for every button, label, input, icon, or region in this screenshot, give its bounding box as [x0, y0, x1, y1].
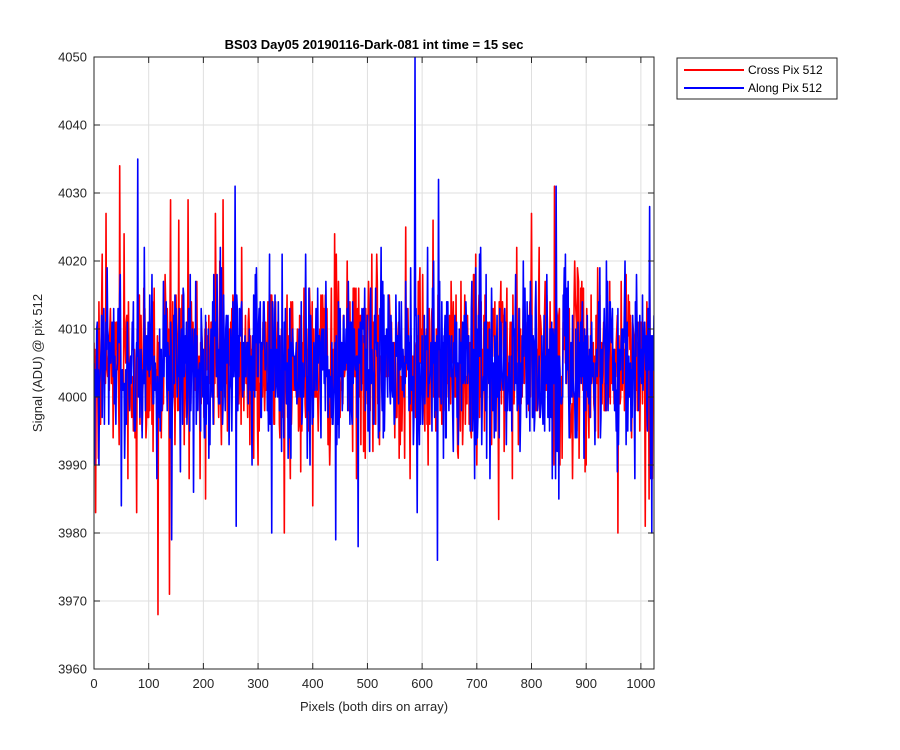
legend-box	[676, 57, 838, 100]
y-tick-label: 4040	[58, 118, 87, 133]
x-tick-label: 800	[521, 676, 543, 691]
x-axis-label: Pixels (both dirs on array)	[300, 699, 448, 714]
x-tick-label: 400	[302, 676, 324, 691]
y-tick-label: 3960	[58, 662, 87, 677]
legend: Cross Pix 512 Along Pix 512	[676, 57, 838, 100]
x-tick-label: 300	[247, 676, 269, 691]
y-tick-label: 4050	[58, 50, 87, 65]
series-line-along-pix-512	[94, 57, 654, 561]
x-tick-labels: 0 100 200 300 400 500 600 700 800 900 1000	[90, 676, 655, 691]
y-tick-label: 3970	[58, 594, 87, 609]
legend-label-along: Along Pix 512	[748, 81, 822, 95]
x-tick-label: 100	[138, 676, 160, 691]
x-tick-label: 1000	[626, 676, 655, 691]
chart-title: BS03 Day05 20190116-Dark-081 int time = …	[225, 37, 524, 52]
x-tick-label: 500	[357, 676, 379, 691]
x-tick-label: 700	[466, 676, 488, 691]
y-tick-label: 4020	[58, 254, 87, 269]
y-tick-label: 3990	[58, 458, 87, 473]
legend-label-cross: Cross Pix 512	[748, 63, 823, 77]
y-tick-label: 4000	[58, 390, 87, 405]
axes-box	[93, 56, 655, 670]
x-tick-label: 200	[193, 676, 215, 691]
y-tick-label: 4010	[58, 322, 87, 337]
plot-series-group	[94, 57, 654, 616]
y-tick-label: 3980	[58, 526, 87, 541]
x-tick-label: 0	[90, 676, 97, 691]
y-axis-label: Signal (ADU) @ pix 512	[30, 294, 45, 432]
y-tick-label: 4030	[58, 186, 87, 201]
x-tick-label: 900	[575, 676, 597, 691]
x-tick-label: 600	[411, 676, 433, 691]
y-tick-labels: 3960 3970 3980 3990 4000 4010 4020 4030 4040 4050	[58, 50, 87, 677]
axis-ticks	[93, 56, 654, 670]
